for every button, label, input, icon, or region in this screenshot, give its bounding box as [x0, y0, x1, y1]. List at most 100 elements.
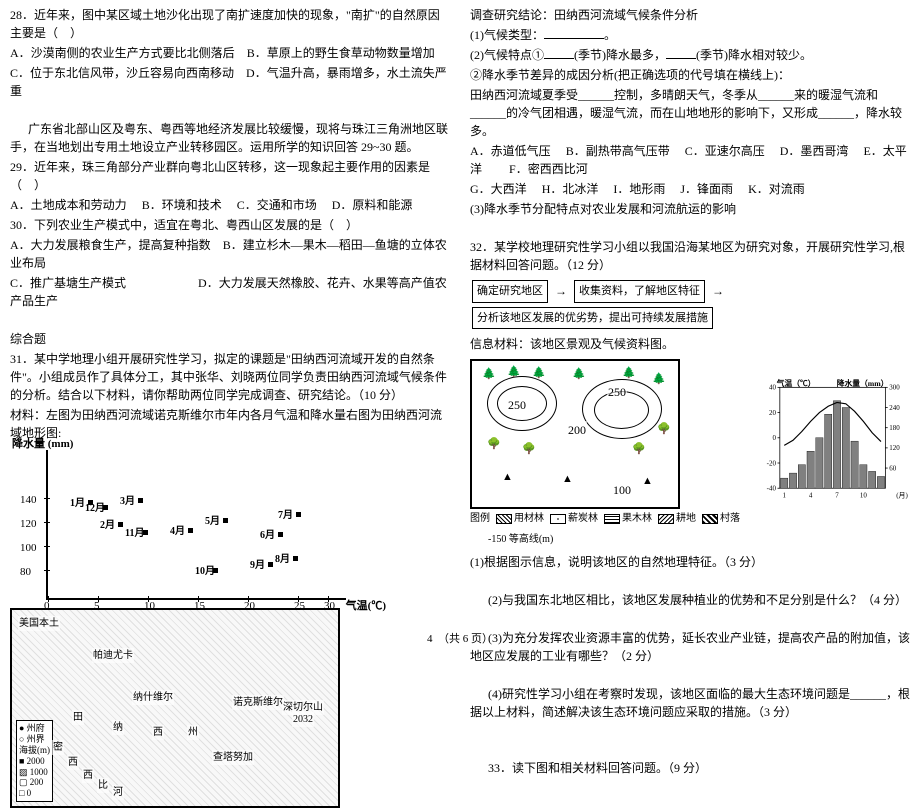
item3: ②降水季节差异的成因分析(把正确选项的代号填在横线上)：	[470, 66, 910, 84]
q32-stem: 32．某学校地理研究性学习小组以我国沿海某地区为研究对象，开展研究性学习,根据材…	[470, 238, 910, 274]
svg-text:1: 1	[782, 492, 786, 500]
elev-label: 200	[567, 421, 587, 439]
flow-diagram: 确定研究地区 → 收集资料，了解地区特征 → 分析该地区发展的优劣势，提出可持续…	[470, 278, 910, 331]
opts-row1: A．赤道低气压 B．副热带高气压带 C．亚速尔高压 D．墨西哥湾 E．太平洋 F…	[470, 142, 910, 178]
svg-text:20: 20	[769, 409, 776, 417]
y-tick: 80	[20, 564, 31, 581]
q29-stem: 29．近年来，珠三角部分产业群向粤北山区转移，这一现象起主要作用的因素是（ ）	[10, 158, 450, 194]
point-label: 10月	[195, 564, 215, 579]
q29-opts: A．土地成本和劳动力 B．环境和技术 C．交通和市场 D．原料和能源	[10, 196, 450, 214]
legend-item: 村落	[702, 511, 740, 526]
map-label: 纳什维尔	[132, 690, 174, 705]
map-label: 帕迪尤卡	[92, 648, 134, 663]
legend-item: 用材林	[496, 511, 544, 526]
q31-material: 材料：左图为田纳西河流域诺克斯维尔市年内各月气温和降水量右图为田纳西河流域地形图…	[10, 406, 450, 442]
item3-line: 田纳西河流域夏季受______控制，多晴朗天气，冬季从______来的暖湿气流和…	[470, 86, 910, 140]
q28-optC: C．位于东北信风带，沙丘容易向西南移动 D．气温升高，暴雨增多，水土流失严重	[10, 64, 450, 100]
house-icon: ▲	[642, 473, 653, 490]
arrow-icon: →	[555, 282, 567, 300]
svg-text:240: 240	[889, 404, 900, 412]
data-point	[138, 498, 143, 503]
map-label: 诺克斯维尔	[232, 695, 284, 710]
info-material: 信息材料：该地区景观及气候资料图。	[470, 335, 910, 353]
q31-stem: 31．某中学地理小组开展研究性学习，拟定的课题是"田纳西河流域开发的自然条件"。…	[10, 350, 450, 404]
legend-item: -150 等高线(m)	[470, 532, 553, 547]
house-icon: ▲	[502, 469, 513, 486]
tree-icon: 🌲	[507, 364, 521, 381]
conclusion-title: 调查研究结论：田纳西河流域气候条件分析	[470, 6, 910, 24]
elev-label: 250	[507, 396, 527, 414]
legend-item: 耕地	[658, 511, 696, 526]
point-label: 7月	[278, 508, 293, 523]
elev-label: 100	[612, 481, 632, 499]
map-label: 西	[82, 768, 94, 783]
flow-a: 确定研究地区	[472, 280, 548, 303]
q28-optA: A．沙漠南侧的农业生产方式要比北侧落后 B．草原上的野生食草动物数量增加	[10, 44, 450, 62]
y-tick: 100	[20, 540, 37, 557]
point-label: 6月	[260, 528, 275, 543]
flow-c: 分析该地区发展的优劣势，提出可持续发展措施	[472, 307, 713, 330]
svg-text:120: 120	[889, 444, 900, 452]
map-label: 密	[52, 740, 64, 755]
tree-icon: 🌲	[482, 366, 496, 383]
point-label: 5月	[205, 514, 220, 529]
svg-text:气温（℃）: 气温（℃）	[776, 378, 816, 388]
y-tick: 120	[20, 516, 37, 533]
landscape-box: 250 250 200 100 🌲 🌲 🌲 🌲 🌲 🌲 🌳 🌳 🌳 🌳 ▲ ▲ …	[470, 359, 680, 509]
tree-icon: 🌳	[632, 441, 646, 458]
q30-optsCD: C．推广基塘生产模式 D．大力发展天然橡胶、花卉、水果等高产值农产品生产	[10, 274, 450, 310]
elev-label: 250	[607, 383, 627, 401]
data-point	[268, 562, 273, 567]
tree-icon: 🌲	[572, 366, 586, 383]
svg-text:180: 180	[889, 424, 900, 432]
figure-row: 250 250 200 100 🌲 🌲 🌲 🌲 🌲 🌲 🌳 🌳 🌳 🌳 ▲ ▲ …	[470, 359, 910, 547]
x-axis-title: 气温(℃)	[346, 598, 386, 615]
blank	[666, 47, 696, 59]
point-label: 11月	[125, 526, 144, 541]
flow-b: 收集资料，了解地区特征	[574, 280, 705, 303]
q28-stem: 28．近年来，图中某区域土地沙化出现了南扩速度加快的现象，"南扩"的自然原因主要…	[10, 6, 450, 42]
y-axis-title: 降水量 (mm)	[12, 436, 73, 453]
svg-text:60: 60	[889, 464, 896, 472]
map-label: 纳	[112, 720, 124, 735]
map-label: 2032	[292, 712, 314, 727]
tree-icon: 🌲	[652, 371, 666, 388]
map-label: 查塔努加	[212, 750, 254, 765]
svg-text:-20: -20	[766, 459, 776, 467]
blank	[544, 47, 574, 59]
landscape-legend: 图例 用材林薪炭林果木林耕地村落-150 等高线(m)	[470, 511, 749, 547]
q32-2: (2)与我国东北地区相比，该地区发展种植业的优势和不足分别是什么？（4 分）	[470, 591, 910, 609]
blank	[544, 27, 604, 39]
legend-item: 薪炭林	[550, 511, 598, 526]
svg-text:7: 7	[835, 492, 839, 500]
data-point	[223, 518, 228, 523]
scatter-chart: 降水量 (mm) 气温(℃) 801001201400510152025301月…	[46, 450, 346, 600]
point-label: 3月	[120, 494, 135, 509]
data-point	[296, 512, 301, 517]
map-legend: ● 州府○ 州界海拔(m)■ 2000▨ 1000▢ 200□ 0	[16, 720, 53, 802]
q32-1: (1)根据图示信息，说明该地区的自然地理特征。（3 分）	[470, 553, 910, 571]
item1: (1)气候类型：。	[470, 26, 910, 44]
tree-icon: 🌳	[487, 436, 501, 453]
map-label: 州	[187, 725, 199, 740]
tree-icon: 🌲	[622, 365, 636, 382]
point-label: 9月	[250, 558, 265, 573]
svg-text:10: 10	[860, 492, 867, 500]
map-label: 河	[112, 785, 124, 800]
map-label: 西	[152, 725, 164, 740]
map-label: 美国本土	[18, 616, 60, 631]
tree-icon: 🌳	[522, 441, 536, 458]
point-label: 2月	[100, 518, 115, 533]
intro29: 广东省北部山区及粤东、粤西等地经济发展比较缓慢，现将与珠江三角洲地区联手，在当地…	[10, 120, 450, 156]
item2: (2)气候特点①(季节)降水最多，(季节)降水相对较少。	[470, 46, 910, 64]
map-label: 比	[97, 778, 109, 793]
svg-text:-40: -40	[766, 485, 776, 493]
y-tick: 140	[20, 492, 37, 509]
left-column: 28．近年来，图中某区域土地沙化出现了南扩速度加快的现象，"南扩"的自然原因主要…	[0, 0, 460, 650]
data-point	[188, 528, 193, 533]
point-label: 1月	[70, 496, 85, 511]
q30-optsAB: A．大力发展粮食生产，提高复种指数 B．建立杉木—果木—稻田—鱼塘的立体农业布局	[10, 236, 450, 272]
svg-text:4: 4	[809, 492, 813, 500]
point-label: 8月	[275, 552, 290, 567]
legend-label: 图例	[470, 511, 490, 526]
